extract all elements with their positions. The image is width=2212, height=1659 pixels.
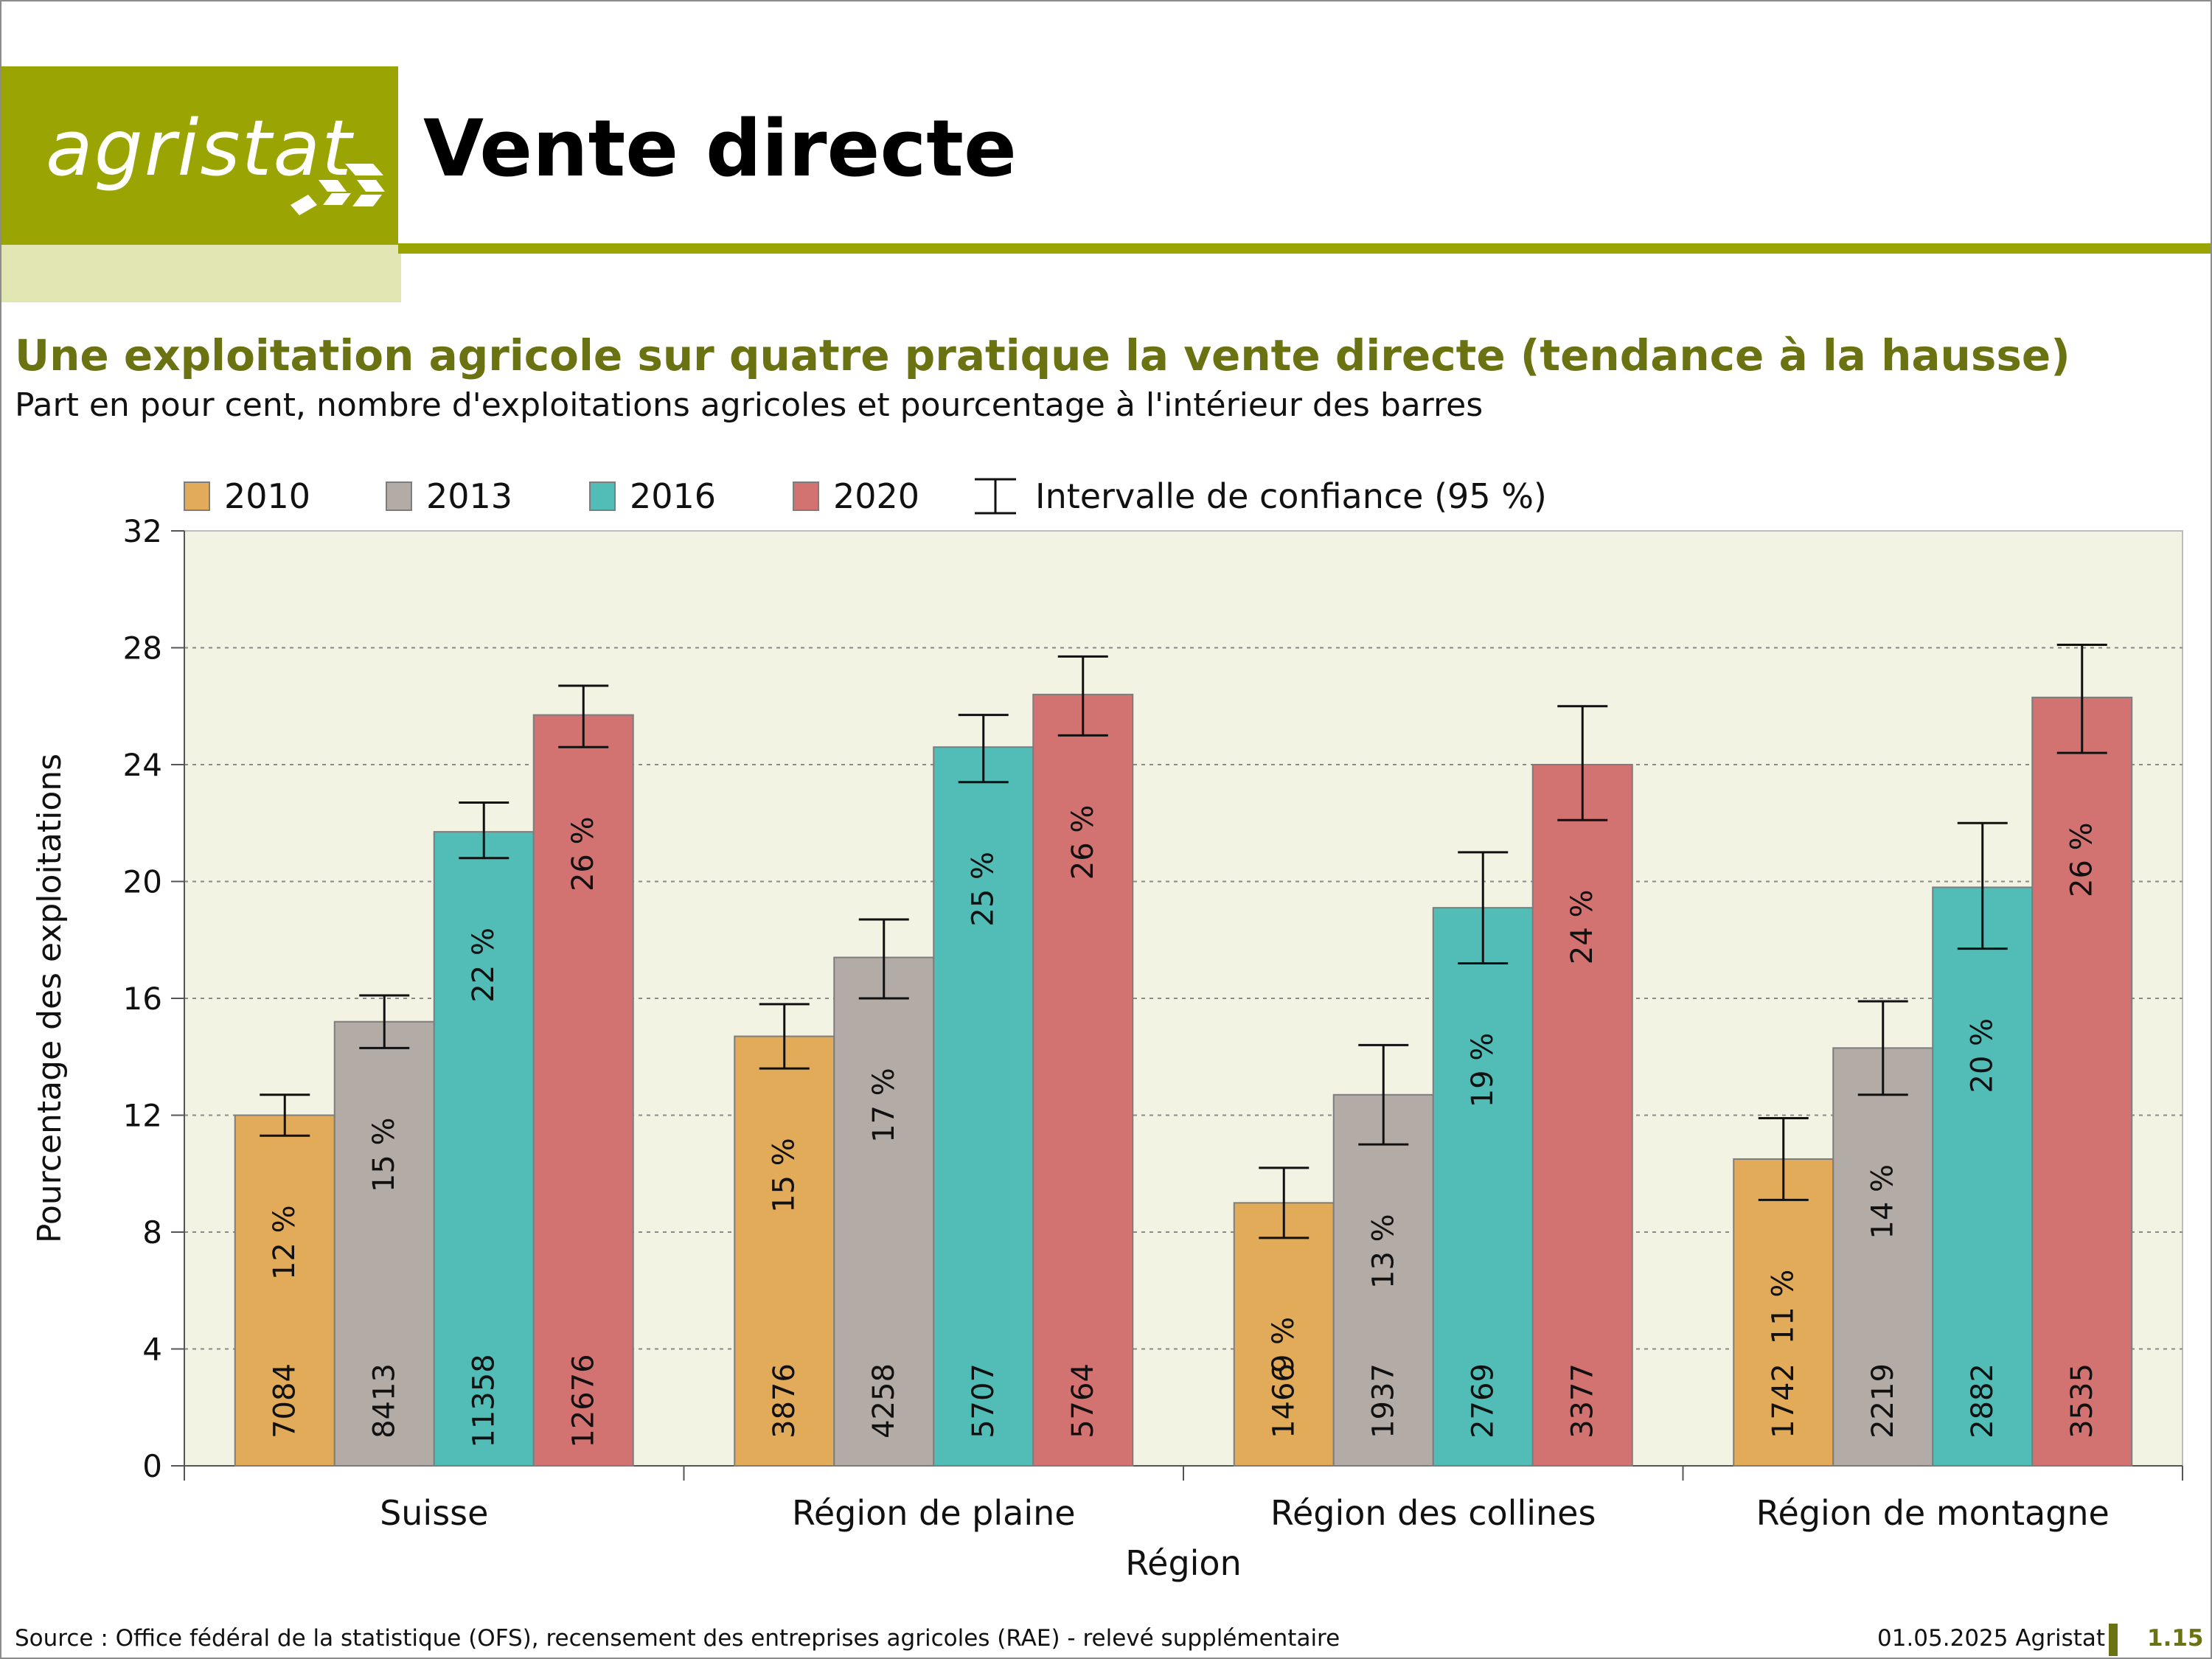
header-rule [398, 243, 2211, 254]
y-tick-label: 16 [123, 981, 162, 1017]
legend-label: 2016 [630, 476, 716, 516]
y-tick-label: 4 [142, 1332, 162, 1368]
x-axis-label: Région [1125, 1543, 1241, 1583]
logo-accent-strip [1, 245, 401, 302]
bar-count-label: 4258 [867, 1363, 901, 1439]
bar-2010 [734, 1035, 835, 1467]
y-tick-label: 0 [142, 1448, 162, 1484]
bar-2010 [1733, 1158, 1834, 1467]
legend-swatch-2016 [589, 481, 616, 511]
bar-count-label: 2769 [1466, 1363, 1500, 1439]
footer-date: 01.05.2025 Agristat [1877, 1625, 2106, 1652]
bar-count-label: 1466 [1267, 1363, 1301, 1439]
y-axis-label: Pourcentage des exploitations [31, 754, 69, 1243]
chart-subtitle: Une exploitation agricole sur quatre pra… [15, 330, 2070, 380]
chart-description: Part en pour cent, nombre d'exploitation… [15, 386, 1484, 424]
bar-count-label: 2219 [1866, 1363, 1900, 1439]
bar-count-label: 3876 [768, 1363, 801, 1439]
bar-percent-label: 20 % [1966, 1018, 2000, 1093]
legend-label: 2010 [224, 476, 310, 516]
bar-percent-label: 12 % [268, 1205, 302, 1280]
logo-text: agristat [46, 103, 353, 193]
y-tick-label: 8 [142, 1214, 162, 1251]
bar-percent-label: 26 % [2065, 822, 2099, 897]
legend-swatch-2013 [386, 481, 412, 511]
bar-count-label: 7084 [268, 1363, 302, 1439]
y-tick-label: 20 [123, 864, 162, 900]
bar-2020 [532, 714, 634, 1467]
bar-2013 [333, 1020, 435, 1467]
bar-2010 [234, 1114, 335, 1467]
bar-percent-label: 26 % [1066, 805, 1100, 880]
legend-swatch-2020 [793, 481, 819, 511]
x-category-label: Suisse [380, 1493, 488, 1533]
bar-count-label: 3535 [2065, 1363, 2099, 1439]
bar-percent-label: 13 % [1366, 1214, 1400, 1289]
bar-count-label: 8413 [367, 1363, 401, 1439]
bar-count-label: 5764 [1066, 1363, 1100, 1439]
bar-percent-label: 22 % [467, 928, 501, 1003]
y-tick-label: 24 [123, 747, 162, 783]
x-category-label: Région de plaine [792, 1493, 1076, 1533]
bar-count-label: 1742 [1767, 1363, 1801, 1439]
bar-2013 [1332, 1093, 1434, 1467]
bar-count-label: 3377 [1565, 1363, 1599, 1439]
footer-page-number: 1.15 [2147, 1625, 2204, 1652]
bar-2016 [1932, 886, 2034, 1467]
bar-count-label: 1937 [1366, 1363, 1400, 1439]
bar-2020 [2031, 696, 2133, 1467]
y-tick-label: 32 [123, 513, 162, 549]
bar-percent-label: 14 % [1866, 1164, 1900, 1239]
bar-percent-label: 15 % [768, 1138, 801, 1213]
bar-2016 [933, 746, 1034, 1467]
bar-2010 [1233, 1202, 1335, 1467]
footer-separator [2109, 1624, 2118, 1656]
bar-percent-label: 26 % [566, 816, 600, 891]
bar-percent-label: 9 % [1267, 1317, 1301, 1373]
legend-label: 2013 [426, 476, 512, 516]
bar-percent-label: 11 % [1767, 1270, 1801, 1345]
bar-count-label: 12676 [566, 1354, 600, 1447]
bar-2016 [433, 831, 535, 1467]
legend-label: 2020 [833, 476, 919, 516]
bar-percent-label: 15 % [367, 1118, 401, 1193]
bar-2020 [1032, 693, 1134, 1467]
logo-diamonds-icon [291, 164, 385, 215]
bar-2016 [1432, 907, 1534, 1467]
x-category-label: Région des collines [1270, 1493, 1596, 1533]
bar-2020 [1531, 764, 1633, 1467]
bar-chart: 0 4 8 12 16 20 24 28 32 Pourcentage des exploitat… [31, 476, 2183, 1583]
x-category-label: Région de montagne [1756, 1493, 2110, 1533]
legend-swatch-2010 [184, 481, 210, 511]
y-tick-label: 28 [123, 630, 162, 667]
footer-source: Source : Office fédéral de la statistiqu… [15, 1625, 1340, 1652]
bar-percent-label: 24 % [1565, 889, 1599, 964]
y-tick-label: 12 [123, 1098, 162, 1134]
bar-percent-label: 25 % [967, 852, 1001, 927]
bar-percent-label: 19 % [1466, 1033, 1500, 1108]
bar-2013 [833, 956, 935, 1467]
bar-count-label: 5707 [967, 1363, 1001, 1439]
bar-percent-label: 17 % [867, 1068, 901, 1143]
bar-count-label: 11358 [467, 1354, 501, 1447]
legend-ci-label: Intervalle de confiance (95 %) [1035, 476, 1547, 516]
agristat-logo [1, 66, 398, 245]
bar-count-label: 2882 [1966, 1363, 2000, 1439]
page-title: Vente directe [423, 103, 1017, 194]
